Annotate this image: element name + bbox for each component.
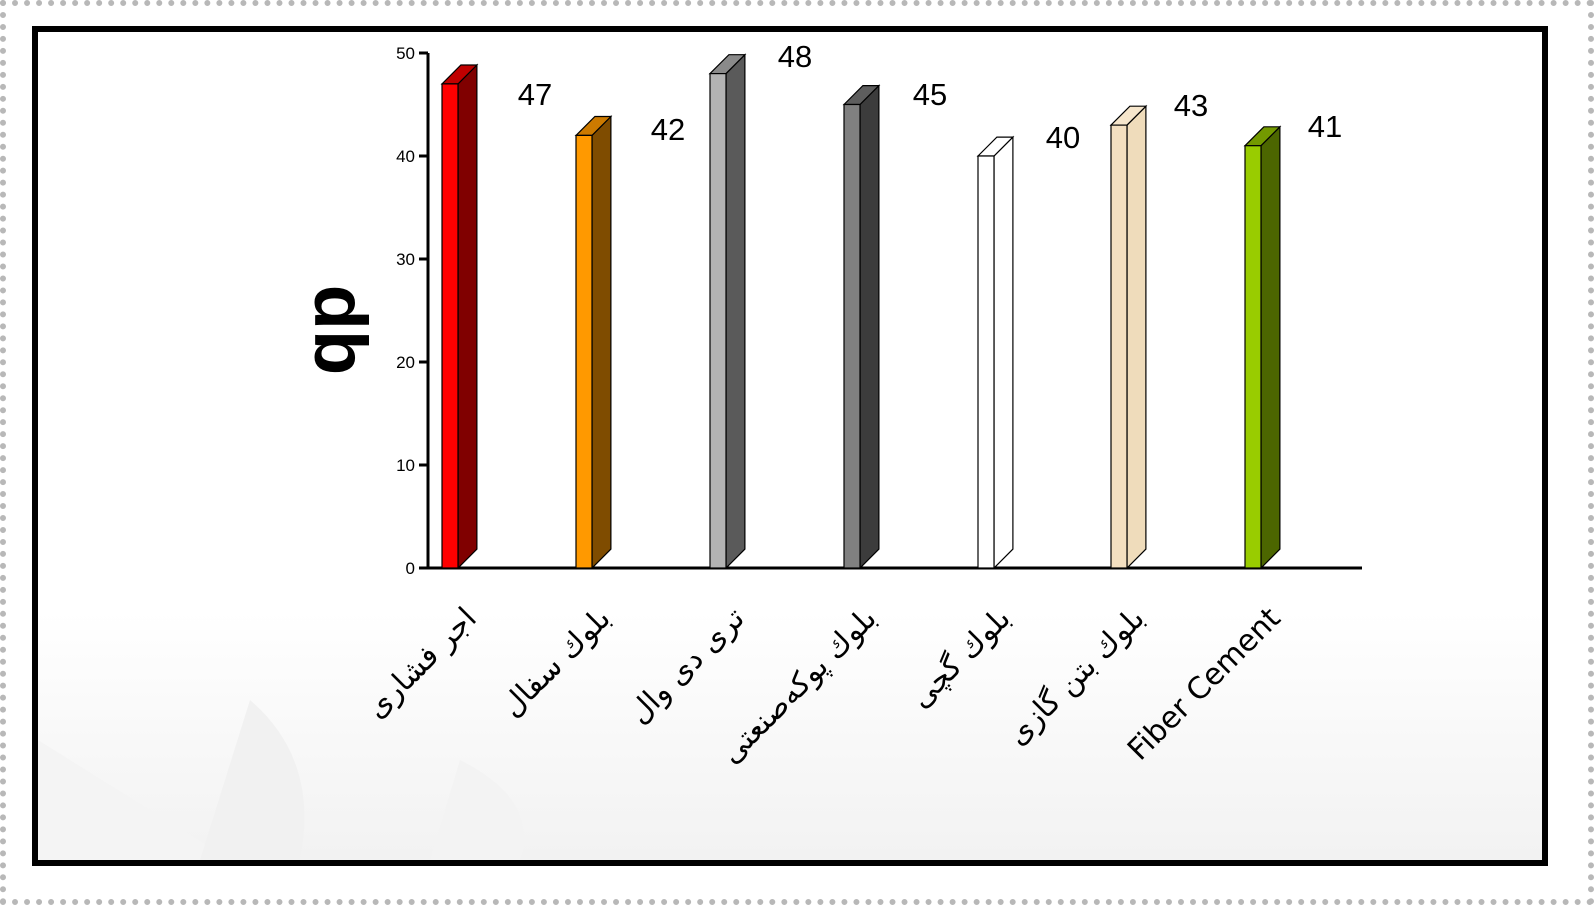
y-tick-label: 40 [396,147,415,166]
y-tick-label: 0 [406,559,415,578]
bar [976,135,1015,570]
bar [842,84,881,570]
bar-side [591,115,612,570]
y-tick-label: 30 [396,250,415,269]
bar-front [709,72,727,569]
bar-side [993,135,1014,570]
x-category-label: بلوك گچی [903,601,1017,715]
data-label: 41 [1308,109,1342,144]
bar-side [1260,125,1281,570]
data-label: 48 [778,39,812,74]
bar-front [575,134,593,569]
bar-side [457,63,478,570]
data-label: 40 [1046,120,1080,155]
x-category-label: بلوك سفال [494,601,617,724]
bar-side [859,84,880,570]
y-tick-label: 10 [396,456,415,475]
bar-side [1126,104,1147,570]
x-category-label: اجر فشاری [359,601,484,726]
watermark-shapes [38,700,524,860]
x-category-label: بلوك بتن گازی [1000,601,1151,752]
bar-side [725,53,746,570]
data-labels: 47 42 48 45 40 43 41 [518,39,1342,155]
bar-front [441,83,459,569]
bar [440,63,479,570]
bar [708,53,747,570]
bar [1243,125,1282,570]
data-label: 47 [518,77,552,112]
x-category-label: تری دی وال [622,601,752,731]
bars [440,53,1282,570]
bar [1109,104,1148,570]
bar-front [1244,145,1262,569]
bar-front [977,155,995,569]
bar-front [1110,124,1128,569]
y-tick-label: 20 [396,353,415,372]
data-label: 45 [913,77,947,112]
chart-panel [32,26,1548,866]
data-label: 42 [651,112,685,147]
bar-front [843,103,861,569]
data-label: 43 [1174,88,1208,123]
y-tick-label: 50 [396,44,415,63]
bar [574,115,613,570]
y-axis-label: db [299,285,382,375]
